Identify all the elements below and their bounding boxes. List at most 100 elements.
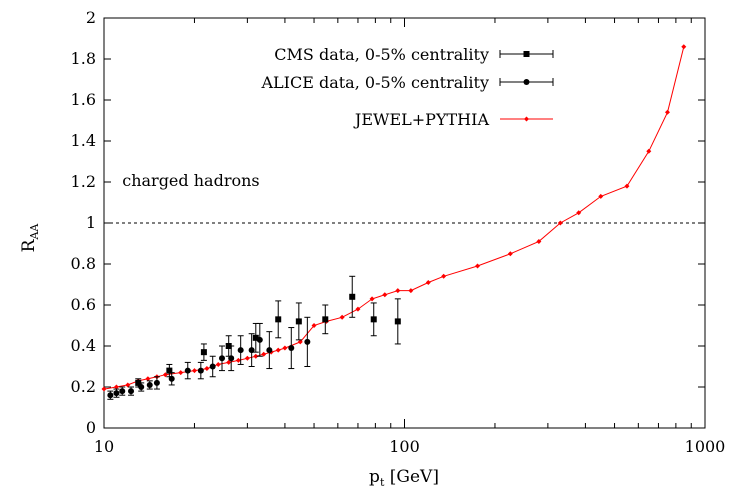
jewel-point [425, 279, 431, 285]
jewel-point [507, 251, 513, 257]
jewel-point [681, 44, 687, 50]
alice-point [184, 367, 191, 374]
jewel-point [253, 353, 259, 359]
y-axis-label-subscript: AA [28, 223, 41, 241]
jewel-point [408, 288, 414, 294]
y-tick-label: 0.8 [71, 254, 96, 273]
jewel-point [215, 361, 221, 367]
jewel-point [664, 109, 670, 115]
y-tick-label: 0.4 [71, 336, 96, 355]
legend-marker-diamond [524, 116, 529, 122]
jewel-point [576, 210, 582, 216]
alice-point [304, 338, 311, 345]
alice-point [288, 345, 295, 352]
alice-point [219, 355, 226, 362]
series-alice [107, 316, 311, 400]
y-tick-label: 1.8 [71, 49, 96, 68]
jewel-point [598, 193, 604, 199]
jewel-point [369, 296, 375, 302]
alice-point [107, 392, 114, 399]
jewel-point [339, 314, 345, 320]
y-tick-label: 1 [86, 213, 96, 232]
jewel-point [275, 347, 281, 353]
alice-point [266, 347, 273, 354]
cms-point [295, 318, 302, 325]
jewel-point [191, 368, 197, 374]
cms-point [394, 318, 401, 325]
y-tick-label: 1.4 [71, 131, 96, 150]
cms-point [349, 293, 356, 300]
jewel-point [113, 384, 119, 390]
series-layer [101, 44, 687, 400]
annotations: charged hadrons [122, 171, 259, 190]
cms-point [322, 316, 329, 323]
alice-point [228, 355, 235, 362]
jewel-point [282, 345, 288, 351]
y-tick-label: 0.6 [71, 295, 96, 314]
jewel-point [355, 306, 361, 312]
y-tick-label: 0.2 [71, 377, 96, 396]
cms-point [200, 349, 207, 356]
jewel-line [103, 46, 685, 390]
alice-point [146, 381, 153, 388]
y-axis-label: RAA [19, 223, 41, 253]
series-jewel-pythia [101, 44, 687, 392]
cms-point [370, 316, 377, 323]
legend-label: CMS data, 0-5% centrality [274, 45, 489, 64]
y-tick-label: 2 [86, 8, 96, 27]
jewel-point [311, 323, 317, 328]
jewel-point [235, 357, 241, 363]
x-axis-label-main: p [369, 467, 380, 487]
legend-marker-square [523, 51, 530, 57]
jewel-point [536, 238, 542, 244]
y-tick-label: 1.2 [71, 172, 96, 191]
cms-point [275, 316, 282, 323]
jewel-point [557, 220, 563, 226]
jewel-point [441, 273, 447, 279]
y-tick-label: 1.6 [71, 90, 96, 109]
jewel-point [101, 386, 107, 392]
legend: CMS data, 0-5% centrality ALICE data, 0-5… [260, 45, 554, 129]
alice-point [128, 388, 135, 395]
x-tick-label: 1000 [685, 437, 726, 456]
jewel-point [395, 288, 401, 294]
jewel-point [178, 370, 184, 376]
cms-point [166, 367, 173, 374]
jewel-point [261, 351, 267, 357]
alice-point [248, 347, 255, 354]
legend-label: JEWEL+PYTHIA [353, 110, 490, 129]
y-tick-label: 0 [86, 418, 96, 437]
annotation-charged-hadrons: charged hadrons [122, 171, 259, 190]
alice-point [168, 375, 175, 382]
y-axis-label-main: R [19, 238, 39, 252]
series-cms [135, 275, 401, 388]
x-tick-label: 100 [389, 437, 420, 456]
cms-point [135, 379, 142, 386]
alice-point [119, 388, 126, 395]
cms-point [225, 343, 232, 349]
jewel-point [226, 359, 232, 365]
jewel-point [382, 292, 388, 298]
alice-point [237, 347, 244, 354]
alice-point [197, 367, 204, 374]
jewel-point [297, 339, 303, 345]
axes: 0 0.2 0.4 0.6 0.8 1 1.2 1.4 1.6 1.8 2 10 100 1000 [71, 8, 726, 456]
legend-marker-circle [523, 79, 530, 85]
jewel-point [125, 382, 131, 388]
alice-point [113, 390, 120, 397]
jewel-point [244, 355, 250, 361]
jewel-point [624, 183, 630, 189]
jewel-point [204, 366, 210, 372]
x-axis-label: pt [GeV] [369, 467, 439, 488]
alice-point [209, 363, 216, 370]
x-tick-label: 10 [94, 437, 114, 456]
jewel-point [646, 148, 652, 154]
legend-label: ALICE data, 0-5% centrality [260, 73, 489, 92]
x-axis-label-unit: [GeV] [384, 467, 439, 487]
jewel-point [475, 263, 481, 269]
alice-point [153, 379, 160, 386]
jewel-point [145, 376, 151, 382]
x-axis-label-subscript: t [380, 476, 385, 488]
cms-point [252, 334, 259, 341]
